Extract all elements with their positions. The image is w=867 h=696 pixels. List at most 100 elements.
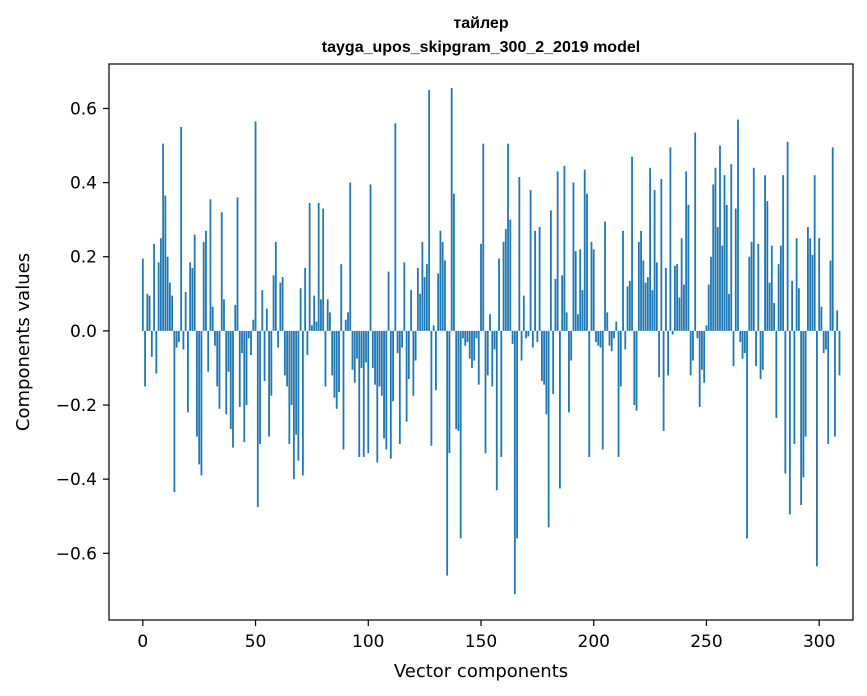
bar [520,330,523,361]
bar [157,262,160,331]
bar [200,330,203,476]
bar [229,330,232,430]
bar [568,330,570,413]
bar [752,167,755,331]
bar [534,230,537,331]
bar [809,238,812,331]
chart-title: тайлер [453,15,508,32]
bar [261,290,264,331]
bar [286,330,289,387]
bar [414,330,417,361]
bar [292,330,295,480]
bar [398,330,401,444]
bar [457,330,460,431]
bar [664,267,667,331]
y-tick-label: 0.2 [70,248,97,268]
bar [365,330,367,363]
y-tick-label: 0.6 [70,99,97,119]
bar [545,330,548,415]
bar [507,143,509,331]
bar [689,330,692,376]
bar [146,293,149,331]
bar [250,330,252,355]
bar [159,238,162,331]
bar [511,330,514,344]
bar [340,264,343,331]
bar [574,251,577,331]
bar [701,330,703,370]
bar [678,297,681,331]
bar [676,264,679,331]
bar [692,330,694,361]
bar [387,271,390,331]
bar [651,290,654,331]
bar [450,88,453,331]
bar [741,330,744,359]
y-axis-ticks: −0.6 −0.4 −0.2 0.0 0.2 0.4 0.6 [56,99,109,564]
bar [198,330,201,465]
bar [683,284,685,331]
bar [141,258,144,331]
bar [448,330,451,454]
bar [746,330,748,539]
bar [527,330,530,337]
bar [351,330,354,370]
x-tick-label: 200 [578,632,610,652]
bar [714,167,717,331]
bar [816,330,818,567]
bar [320,299,322,331]
bar [299,288,302,331]
bar [369,184,372,331]
bar [196,330,198,437]
bar [238,330,241,407]
bar [256,330,259,507]
bar [403,262,406,331]
bar [410,290,413,331]
bar [236,197,239,331]
bar [577,314,579,331]
bar [209,199,212,331]
bar [649,167,651,331]
bar [728,293,730,331]
x-tick-label: 100 [352,632,384,652]
bar [825,330,827,350]
bar [437,273,440,331]
bar [644,282,647,331]
bar [773,303,775,331]
bar [764,175,766,331]
bar [311,325,313,331]
bar [777,264,780,331]
bar [547,330,550,528]
bar [223,299,225,331]
x-axis-ticks: 0 50 100 150 200 250 300 [137,620,835,652]
bar [624,330,627,350]
bar [732,330,735,367]
bar [622,230,624,331]
bar [838,330,841,376]
bar [802,330,805,478]
bar [232,330,234,448]
bar [301,330,304,476]
bar [739,330,742,342]
bar [779,245,782,331]
bar [710,256,712,331]
bar [827,330,830,444]
bar [525,330,527,339]
bar [166,256,169,331]
bar [144,330,146,387]
bar [171,295,174,331]
bar [164,195,167,331]
bar [423,277,426,331]
bar [259,330,261,444]
bar [218,330,221,409]
bar [552,330,555,394]
bar [791,280,794,331]
bar [687,204,690,331]
bar [757,243,760,331]
bar [367,330,370,454]
bar [342,330,345,450]
bar [225,330,228,415]
bar [471,330,473,368]
bar [394,123,397,331]
